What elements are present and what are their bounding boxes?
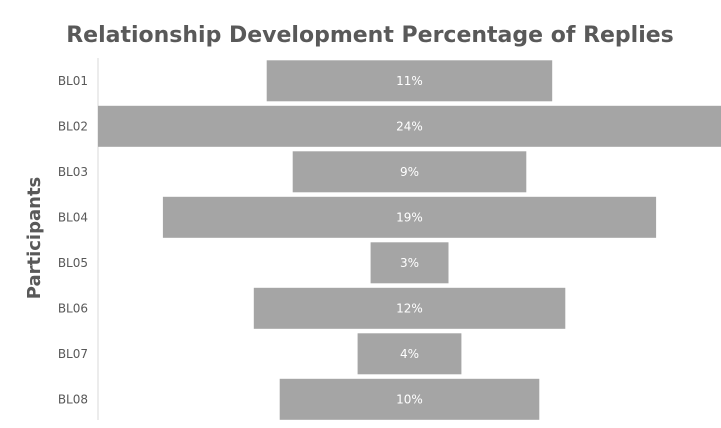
category-tick-labels: BL01 BL02 BL03 BL04 BL05 BL06 BL07 BL08	[58, 74, 88, 406]
data-label-bl02: 24%	[396, 119, 423, 133]
tick-label-bl01: BL01	[58, 74, 88, 88]
bar-bl02	[98, 105, 721, 147]
tick-label-bl02: BL02	[58, 119, 88, 133]
data-label-bl03: 9%	[400, 165, 419, 179]
bar-bl06	[253, 287, 566, 329]
bar-bl03	[292, 151, 527, 193]
chart-title: Relationship Development Percentage of R…	[66, 23, 674, 48]
tick-label-bl08: BL08	[58, 392, 88, 406]
data-label-bl01: 11%	[396, 74, 423, 88]
tick-label-bl03: BL03	[58, 165, 88, 179]
y-axis-label: Participants	[24, 177, 45, 300]
bar-bl05	[370, 242, 449, 284]
bars-group	[98, 60, 721, 420]
tick-label-bl07: BL07	[58, 347, 88, 361]
data-label-bl08: 10%	[396, 392, 423, 406]
bar-bl01	[266, 60, 553, 102]
bar-bl04	[162, 196, 657, 238]
tick-label-bl05: BL05	[58, 256, 88, 270]
data-label-bl04: 19%	[396, 210, 423, 224]
tick-label-bl06: BL06	[58, 301, 88, 315]
tick-label-bl04: BL04	[58, 210, 88, 224]
data-label-bl07: 4%	[400, 347, 419, 361]
data-label-bl05: 3%	[400, 256, 419, 270]
data-labels-group: 11% 24% 9% 19% 3% 12% 4% 10%	[396, 74, 423, 406]
data-label-bl06: 12%	[396, 301, 423, 315]
bar-bl07	[357, 333, 462, 375]
bar-bl08	[279, 378, 540, 420]
